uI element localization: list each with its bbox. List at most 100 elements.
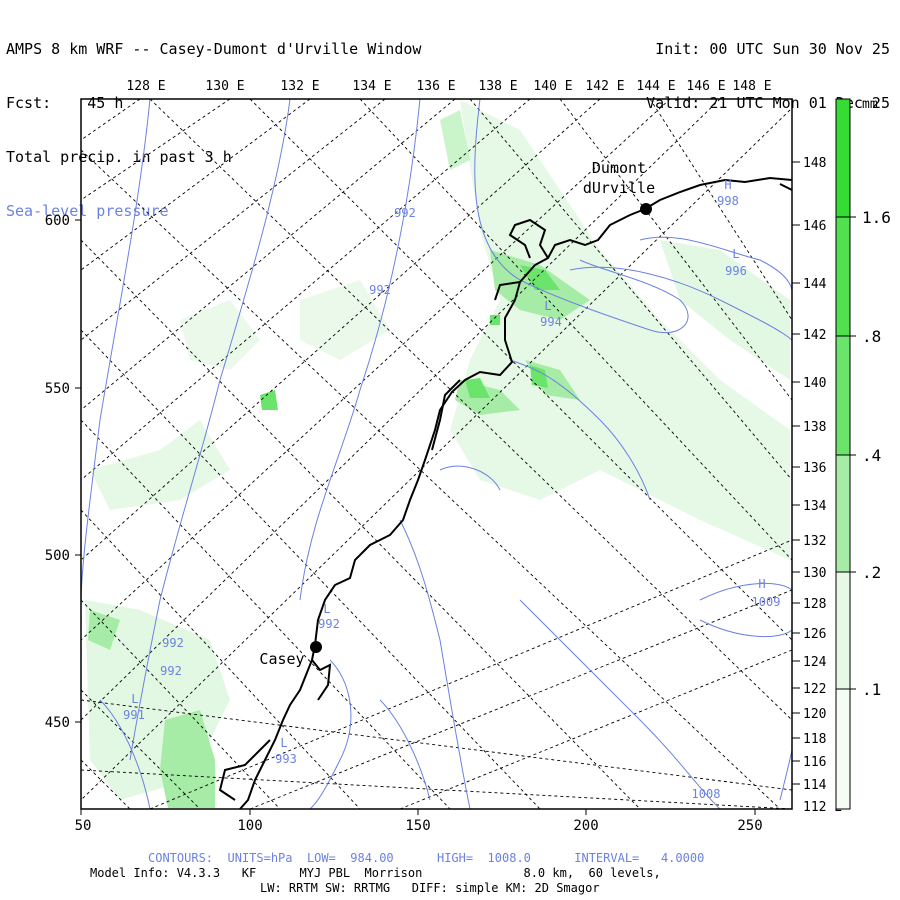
plot-frame bbox=[80, 98, 793, 810]
pressure-label: 992 bbox=[318, 617, 340, 631]
map-title: AMPS 8 km WRF -- Casey-Dumont d'Urville … bbox=[6, 40, 422, 58]
right-lon-labels: 148 E 146 E 144 E 142 E 140 E 138 E 136 … bbox=[803, 156, 842, 815]
bottom-tick: 50 bbox=[75, 818, 92, 834]
pressure-label: H bbox=[724, 178, 731, 192]
right-lon-label: 142 E bbox=[803, 328, 842, 343]
colorbar-swatch bbox=[836, 572, 850, 689]
top-lon-label: 140 E bbox=[533, 79, 572, 94]
station-label: dUrville bbox=[583, 179, 655, 197]
right-lon-label: 118 E bbox=[803, 732, 842, 747]
physics-info: LW: RRTM SW: RRTMG DIFF: simple KM: 2D S… bbox=[260, 881, 600, 895]
station-casey: Casey bbox=[259, 641, 322, 668]
pressure-label: L bbox=[280, 736, 287, 750]
right-lon-label: 134 E bbox=[803, 499, 842, 514]
right-lon-label: 120 E bbox=[803, 707, 842, 722]
pressure-label: L bbox=[732, 247, 739, 261]
header-left: AMPS 8 km WRF -- Casey-Dumont d'Urville … bbox=[6, 4, 421, 238]
init-time: Init: 00 UTC Sun 30 Nov 25 bbox=[655, 40, 890, 58]
pressure-label: L bbox=[131, 692, 138, 706]
coastline bbox=[218, 176, 792, 809]
top-lon-label: 130 E bbox=[205, 79, 244, 94]
right-lon-label: 124 E bbox=[803, 655, 842, 670]
field-precip: Total precip. in past 3 h bbox=[6, 148, 232, 166]
right-lon-label: 136 E bbox=[803, 461, 842, 476]
colorbar: mm 1.6 .8 .4 .2 .1 bbox=[835, 97, 891, 810]
top-lon-label: 128 E bbox=[126, 79, 165, 94]
pressure-label: 996 bbox=[725, 264, 747, 278]
colorbar-unit: mm bbox=[862, 97, 878, 112]
right-lon-label: 126 E bbox=[803, 627, 842, 642]
left-tick: 450 bbox=[45, 715, 70, 731]
top-lon-label: 138 E bbox=[478, 79, 517, 94]
pressure-label: 1009 bbox=[752, 595, 781, 609]
pressure-labels: 992 992 L 994 H 998 L 996 L 992 992 992 … bbox=[123, 178, 780, 801]
colorbar-label: .8 bbox=[862, 327, 881, 346]
bottom-tick: 200 bbox=[573, 818, 598, 834]
station-label: Dumont bbox=[592, 159, 646, 177]
contours-info: CONTOURS: UNITS=hPa LOW= 984.00 HIGH= 10… bbox=[148, 851, 705, 865]
right-lon-label: 128 E bbox=[803, 597, 842, 612]
graticule bbox=[81, 99, 792, 809]
top-lon-label: 142 E bbox=[585, 79, 624, 94]
bottom-tick: 150 bbox=[405, 818, 430, 834]
colorbar-label: 1.6 bbox=[862, 208, 891, 227]
colorbar-label: .2 bbox=[862, 563, 881, 582]
right-lon-label: 144 E bbox=[803, 277, 842, 292]
bottom-tick: 250 bbox=[737, 818, 762, 834]
top-lon-label: 148 E bbox=[732, 79, 771, 94]
pressure-label: 992 bbox=[160, 664, 182, 678]
right-lon-label: 116 E bbox=[803, 755, 842, 770]
colorbar-swatch bbox=[836, 217, 850, 336]
pressure-label: 1008 bbox=[692, 787, 721, 801]
pressure-label: 992 bbox=[394, 206, 416, 220]
right-lon-label: 148 E bbox=[803, 156, 842, 171]
pressure-label: 998 bbox=[717, 194, 739, 208]
left-tick: 600 bbox=[45, 213, 70, 229]
colorbar-swatch bbox=[836, 336, 850, 455]
right-lon-label: 130 E bbox=[803, 566, 842, 581]
top-lon-labels: 128 E 130 E 132 E 134 E 136 E 138 E 140 … bbox=[126, 79, 771, 94]
pressure-label: 992 bbox=[162, 636, 184, 650]
pressure-label: H bbox=[758, 577, 765, 591]
colorbar-swatch bbox=[836, 99, 850, 217]
station-dumont: Dumont dUrville bbox=[583, 159, 655, 215]
right-lon-label: 138 E bbox=[803, 420, 842, 435]
station-dot bbox=[640, 203, 652, 215]
station-label: Casey bbox=[259, 650, 304, 668]
right-lon-label: 146 E bbox=[803, 219, 842, 234]
pressure-label: 992 bbox=[369, 283, 391, 297]
slp-contours bbox=[81, 99, 792, 809]
forecast-label: Fcst: bbox=[6, 94, 52, 112]
top-lon-label: 136 E bbox=[416, 79, 455, 94]
left-axis: 600 550 500 450 bbox=[45, 213, 70, 731]
right-lon-label: 140 E bbox=[803, 376, 842, 391]
right-tick-marks bbox=[792, 161, 800, 785]
top-lon-label: 132 E bbox=[280, 79, 319, 94]
top-lon-label: 144 E bbox=[636, 79, 675, 94]
top-lon-label: 146 E bbox=[686, 79, 725, 94]
model-info: Model Info: V4.3.3 KF MYJ PBL Morrison 8… bbox=[90, 866, 661, 880]
pressure-label: 994 bbox=[540, 315, 562, 329]
pressure-label: 993 bbox=[275, 752, 297, 766]
precip-shading bbox=[85, 100, 790, 808]
pressure-label: 991 bbox=[123, 708, 145, 722]
left-tick: 500 bbox=[45, 548, 70, 564]
colorbar-swatch bbox=[836, 455, 850, 572]
bottom-axis: 50 100 150 200 250 bbox=[75, 818, 763, 834]
pressure-label: L bbox=[544, 299, 551, 313]
right-lon-label: 122 E bbox=[803, 682, 842, 697]
right-lon-label: 114 E bbox=[803, 778, 842, 793]
station-dot bbox=[310, 641, 322, 653]
pressure-label: L bbox=[323, 602, 330, 616]
colorbar-label: .4 bbox=[862, 446, 881, 465]
right-lon-label: 112 E bbox=[803, 800, 842, 815]
field-slp: Sea-level pressure bbox=[6, 202, 169, 220]
right-lon-label: 132 E bbox=[803, 534, 842, 549]
left-tick: 550 bbox=[45, 381, 70, 397]
top-lon-label: 134 E bbox=[352, 79, 391, 94]
bottom-tick: 100 bbox=[237, 818, 262, 834]
colorbar-label: .1 bbox=[862, 680, 881, 699]
colorbar-swatch bbox=[836, 689, 850, 809]
bottom-tick-marks bbox=[75, 219, 756, 815]
